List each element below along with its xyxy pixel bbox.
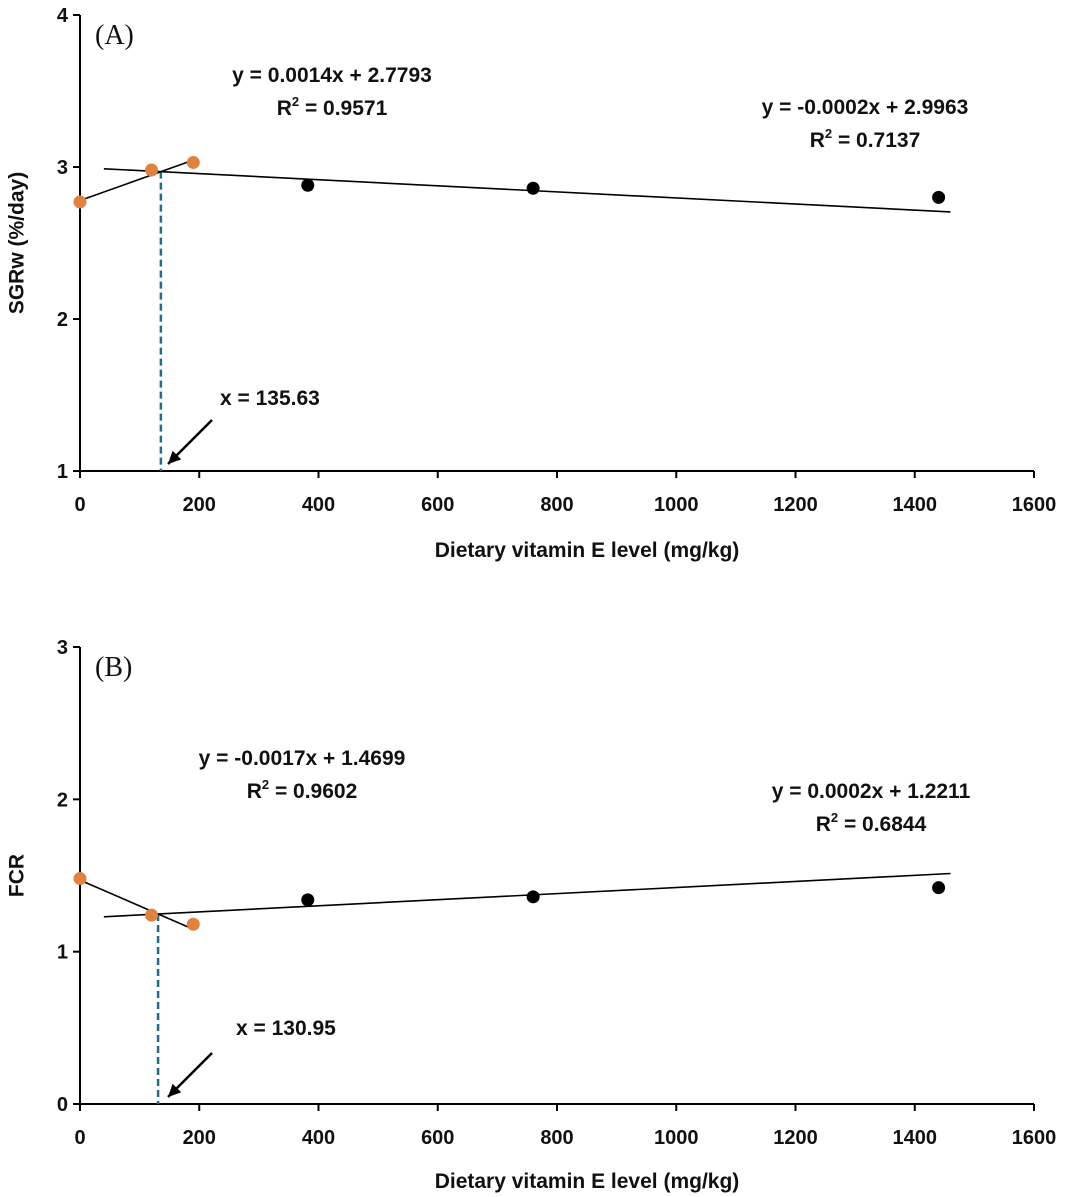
x-tick-label: 800 — [540, 1127, 573, 1149]
y-tick-label: 3 — [57, 637, 68, 659]
y-axis-label: FCR — [6, 854, 29, 897]
breakpoint-label: x = 135.63 — [220, 387, 320, 410]
y-tick-label: 0 — [57, 1094, 68, 1116]
r2-value: = 0.9571 — [299, 97, 387, 120]
data-point — [932, 881, 946, 895]
y-tick-label: 2 — [57, 309, 68, 331]
data-point — [526, 890, 540, 904]
r2-value: = 0.6844 — [838, 813, 926, 836]
trendline-equation: y = -0.0002x + 2.9963 — [762, 96, 969, 119]
data-point — [186, 917, 200, 931]
x-tick-label: 400 — [302, 494, 335, 516]
trendline-r2: R2 = 0.7137 — [810, 126, 921, 152]
y-tick-label: 1 — [57, 942, 68, 964]
y-tick-label: 3 — [57, 157, 68, 179]
x-tick-label: 600 — [421, 494, 454, 516]
x-tick-label: 1000 — [654, 1127, 699, 1149]
y-tick-label: 4 — [57, 5, 69, 27]
x-tick-label: 1400 — [893, 494, 938, 516]
trendline-r2: R2 = 0.9571 — [277, 94, 388, 120]
chart-panel-b: 0 1 2 3 0 200 400 600 800 1000 1200 1400 1600 Dietary… — [6, 637, 1057, 1193]
x-tick-label: 600 — [421, 1127, 454, 1149]
data-point — [145, 908, 159, 922]
x-tick-label: 800 — [540, 494, 573, 516]
data-point — [301, 893, 315, 907]
x-tick-label: 0 — [74, 494, 85, 516]
trendline-equation: y = 0.0002x + 1.2211 — [772, 780, 971, 803]
y-axis-label: SGRw (%/day) — [6, 172, 29, 314]
x-tick-label: 1200 — [773, 1127, 818, 1149]
r2-prefix: R — [277, 97, 292, 120]
data-point — [932, 190, 946, 204]
arrow-head — [168, 1083, 182, 1097]
data-point — [186, 155, 200, 169]
r2-prefix: R — [247, 780, 262, 803]
trendline-r2: R2 = 0.6844 — [816, 810, 927, 836]
r2-superscript: 2 — [831, 810, 838, 825]
data-point — [526, 181, 540, 195]
x-axis-label: Dietary vitamin E level (mg/kg) — [435, 539, 740, 562]
r2-superscript: 2 — [292, 94, 299, 109]
trendline-equation: y = 0.0014x + 2.7793 — [232, 64, 432, 87]
x-axis-label: Dietary vitamin E level (mg/kg) — [435, 1170, 740, 1193]
x-tick-label: 400 — [302, 1127, 335, 1149]
x-tick-label: 1000 — [654, 494, 699, 516]
x-tick-label: 1200 — [773, 494, 818, 516]
trendline-equation: y = -0.0017x + 1.4699 — [199, 747, 406, 770]
r2-value: = 0.9602 — [269, 780, 357, 803]
r2-prefix: R — [816, 813, 831, 836]
r2-superscript: 2 — [825, 126, 832, 141]
chart-panel-a: 1 2 3 4 0 200 400 600 800 1000 1200 1400 1600 Dietary… — [6, 5, 1057, 562]
panel-label: (B) — [95, 652, 132, 683]
x-tick-label: 200 — [183, 1127, 216, 1149]
x-tick-label: 1600 — [1012, 1127, 1057, 1149]
x-tick-label: 0 — [74, 1127, 85, 1149]
arrow-head — [168, 450, 182, 464]
y-tick-label: 1 — [57, 461, 68, 483]
trend-line-1 — [79, 159, 194, 202]
breakpoint-label: x = 130.95 — [236, 1017, 336, 1040]
trendline-r2: R2 = 0.9602 — [247, 777, 358, 803]
r2-prefix: R — [810, 129, 825, 152]
x-tick-label: 1400 — [893, 1127, 938, 1149]
r2-value: = 0.7137 — [832, 129, 920, 152]
trend-line-1 — [79, 879, 194, 931]
x-tick-label: 1600 — [1012, 494, 1057, 516]
data-point — [73, 872, 87, 886]
panel-label: (A) — [95, 20, 134, 51]
data-point — [301, 178, 315, 192]
x-tick-label: 200 — [183, 494, 216, 516]
y-tick-label: 2 — [57, 789, 68, 811]
r2-superscript: 2 — [262, 777, 269, 792]
data-point — [145, 163, 159, 177]
data-point — [73, 195, 87, 209]
